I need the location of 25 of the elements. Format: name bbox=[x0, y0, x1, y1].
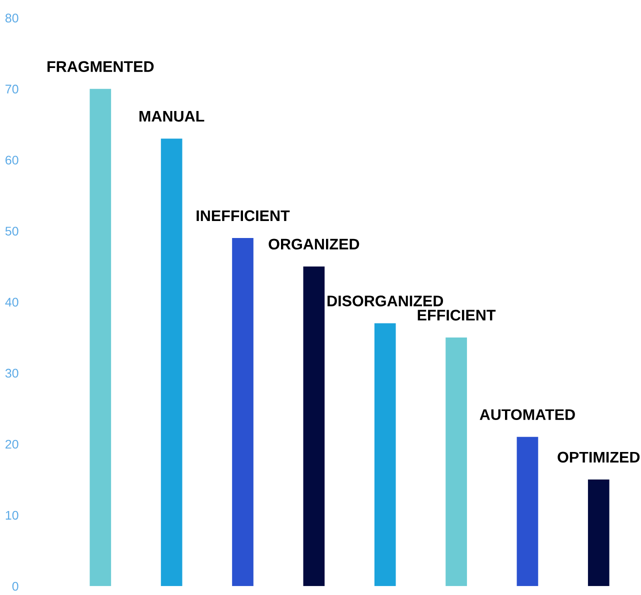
x-tick-label: INEFFICIENT bbox=[196, 210, 290, 222]
x-tick-label: DISORGANIZED bbox=[328, 296, 444, 306]
y-tick-label: 40 bbox=[5, 298, 18, 307]
x-tick-label: EFFICIENT bbox=[418, 310, 496, 321]
y-tick-label: 30 bbox=[5, 368, 18, 378]
x-tick-label: AUTOMATED bbox=[480, 409, 575, 420]
y-tick-label: 10 bbox=[6, 510, 18, 520]
bar bbox=[90, 88, 112, 586]
bar bbox=[303, 266, 325, 586]
x-tick-label: ORGANIZED bbox=[268, 238, 360, 250]
y-tick-label: 50 bbox=[5, 226, 18, 236]
y-tick-label: 80 bbox=[5, 14, 18, 22]
bar bbox=[516, 436, 538, 586]
y-tick-label: 60 bbox=[6, 156, 18, 165]
x-tick-label: FRAGMENTED bbox=[48, 61, 154, 72]
bar bbox=[160, 138, 182, 586]
bar bbox=[374, 323, 396, 586]
bar bbox=[588, 480, 610, 586]
y-tick-label: 70 bbox=[6, 84, 18, 94]
x-tick-label: OPTIMIZED bbox=[558, 452, 640, 463]
bar bbox=[232, 238, 254, 586]
bar bbox=[446, 337, 467, 586]
x-tick-label: MANUAL bbox=[140, 111, 204, 122]
y-tick-label: 20 bbox=[6, 440, 18, 449]
y-tick-label: 0 bbox=[12, 582, 18, 591]
